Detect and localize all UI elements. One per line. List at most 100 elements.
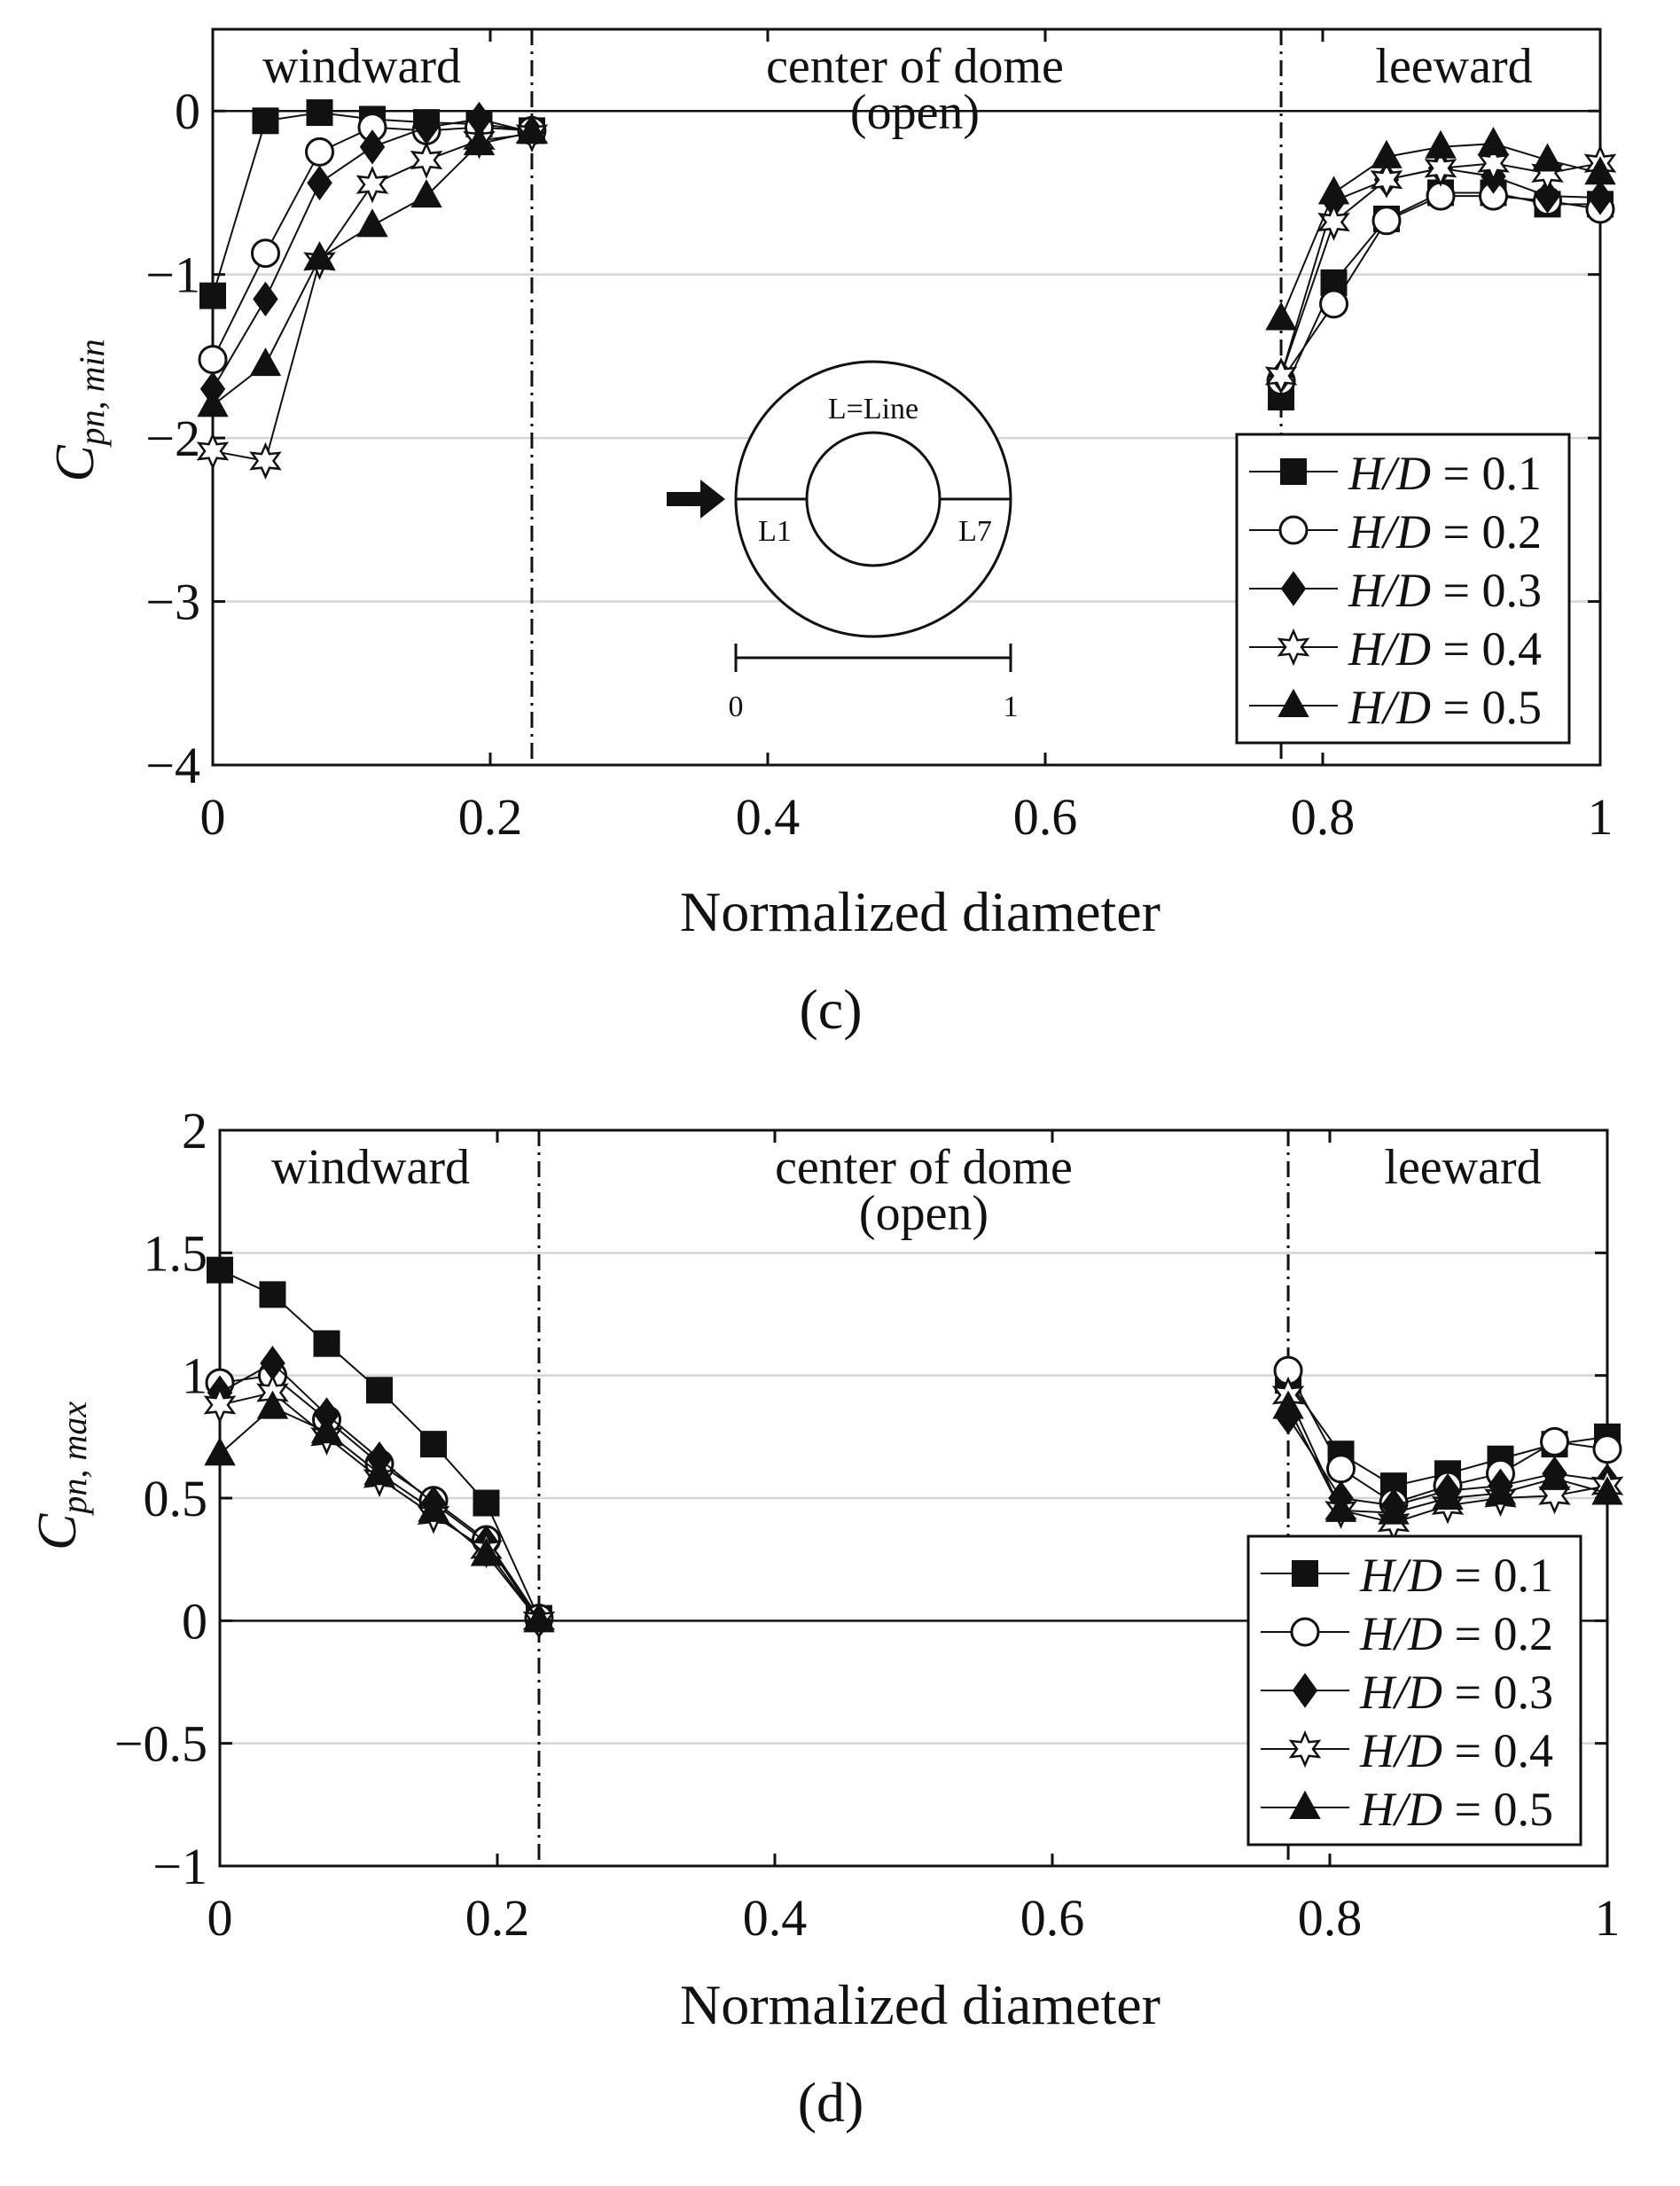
legend-label: H/D = 0.1	[1359, 1549, 1553, 1602]
series-4	[196, 114, 1617, 480]
region-sublabel: (open)	[859, 1186, 988, 1241]
panel-d-label: (d)	[798, 2071, 864, 2134]
data-point	[203, 1386, 237, 1424]
legend-label-value: = 0.1	[1442, 1549, 1553, 1602]
x-tick-label: 0.6	[1013, 788, 1078, 846]
region-label: leeward	[1375, 39, 1532, 94]
region-label: leeward	[1384, 1140, 1541, 1195]
data-point	[256, 1390, 289, 1419]
data-point	[305, 137, 335, 167]
data-point	[1484, 1476, 1517, 1505]
y-tick-label: 1.5	[144, 1224, 208, 1282]
data-point	[259, 1281, 286, 1308]
series-2	[198, 113, 1615, 396]
data-point	[1370, 160, 1403, 199]
data-point	[207, 1256, 233, 1284]
panel-c-series	[196, 99, 1617, 480]
data-point	[1317, 176, 1350, 205]
legend-entry: H/D = 0.1	[1261, 1549, 1553, 1602]
legend-entry: H/D = 0.3	[1261, 1666, 1553, 1719]
legend-label-value: = 0.5	[1442, 1783, 1553, 1836]
legend-label: H/D = 0.5	[1359, 1783, 1553, 1836]
legend-marker	[1288, 1729, 1322, 1768]
data-point	[1371, 139, 1403, 168]
legend-marker	[1290, 1617, 1320, 1647]
region-label: center of dome	[775, 1140, 1073, 1195]
legend-label-value: = 0.4	[1431, 622, 1542, 675]
legend-label: H/D = 0.3	[1359, 1666, 1553, 1719]
data-point	[410, 141, 443, 179]
data-point	[418, 1493, 449, 1522]
legend-marker	[1280, 458, 1307, 485]
y-tick-label: 0	[175, 82, 200, 140]
data-point	[473, 1489, 500, 1517]
panel-d-x-axis-label: Normalized diameter	[680, 1973, 1160, 2036]
panel-d-y-axis: 2 1.5 1 0.5 0 −0.5 −1	[114, 1102, 1607, 1895]
y-tick-label: −3	[145, 574, 200, 631]
data-point	[306, 99, 333, 127]
x-tick-label: 0.2	[465, 1889, 530, 1947]
legend-entry: H/D = 0.5	[1261, 1783, 1553, 1836]
panel-c-region-labels: windward center of dome(open) leeward	[262, 39, 1533, 140]
wind-arrow-icon	[667, 480, 725, 519]
data-point	[516, 115, 548, 144]
series-1	[199, 99, 1614, 410]
inset-scale-bar	[734, 644, 1012, 672]
data-point	[365, 1377, 393, 1404]
legend-label-value: = 0.1	[1431, 447, 1542, 500]
data-point	[250, 238, 280, 269]
panel-d-x-axis: 0 0.2 0.4 0.6 0.8 1	[207, 1130, 1621, 1947]
legend-label-prefix: H/D	[1348, 622, 1431, 675]
legend-marker	[1280, 571, 1307, 606]
legend-label-prefix: H/D	[1359, 1607, 1442, 1660]
legend-label: H/D = 0.3	[1348, 564, 1542, 617]
panel-c-y-axis: 0 −1 −2 −3 −4	[145, 82, 1600, 794]
legend-entry: H/D = 0.3	[1249, 564, 1542, 617]
panel-c-inset-diagram: L=Line L1 L7 0 1	[667, 360, 1019, 723]
data-point	[249, 347, 282, 377]
y-tick-label: 0.5	[144, 1470, 208, 1527]
data-point	[1587, 180, 1614, 215]
inset-left-label: L1	[758, 515, 792, 548]
data-point	[1535, 178, 1560, 214]
data-point	[307, 165, 332, 201]
legend-label-value: = 0.2	[1442, 1607, 1553, 1660]
panel-c-x-axis: 0 0.2 0.4 0.6 0.8 1	[200, 29, 1614, 846]
legend-label-value: = 0.3	[1442, 1666, 1553, 1719]
legend-label-value: = 0.5	[1431, 681, 1542, 734]
panel-c-y-axis-label: Cpn, min	[45, 339, 112, 481]
legend-label-prefix: H/D	[1348, 681, 1431, 734]
legend-label: H/D = 0.2	[1348, 505, 1542, 558]
y-tick-label: −1	[145, 246, 200, 304]
data-point	[1432, 1480, 1464, 1510]
x-tick-label: 0.8	[1291, 788, 1356, 846]
series-3	[199, 101, 1614, 407]
legend-entry: H/D = 0.2	[1261, 1607, 1553, 1660]
panel-c-chart: 0 −1 −2 −3 −4 0 0.2 0.4 0.6 0.8 1 windward center …	[45, 27, 1617, 1041]
x-tick-label: 1	[1595, 1889, 1621, 1947]
data-point	[420, 1431, 448, 1458]
legend-entry: H/D = 0.4	[1249, 622, 1542, 675]
data-point	[1319, 289, 1349, 319]
legend-label-prefix: H/D	[1359, 1666, 1442, 1719]
data-point	[253, 281, 278, 317]
x-tick-label: 0.6	[1020, 1889, 1085, 1947]
data-point	[313, 1330, 340, 1357]
data-point	[310, 1415, 343, 1444]
data-point	[1424, 149, 1457, 187]
panel-c-legend: H/D = 0.1H/D = 0.2H/D = 0.3H/D = 0.4H/D …	[1235, 433, 1571, 745]
series-5	[197, 115, 1616, 418]
inset-scale-start: 0	[729, 691, 744, 723]
data-point	[359, 129, 386, 165]
data-point	[197, 388, 229, 418]
data-point	[249, 441, 282, 480]
legend-label: H/D = 0.4	[1359, 1724, 1553, 1777]
legend-marker	[1292, 1673, 1318, 1708]
data-point	[1592, 1434, 1622, 1464]
legend-label-prefix: H/D	[1348, 564, 1431, 617]
data-point	[199, 282, 226, 309]
data-point	[1591, 1476, 1623, 1505]
inset-right-label: L7	[958, 515, 992, 548]
legend-marker	[1277, 628, 1310, 667]
data-point	[1531, 154, 1564, 192]
